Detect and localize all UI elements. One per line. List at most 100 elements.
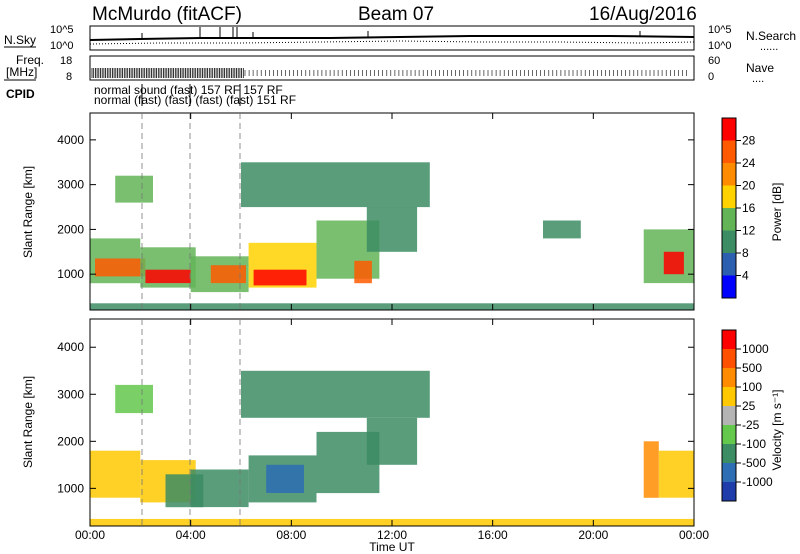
echo-region-9 — [115, 384, 153, 414]
colorbar-swatch — [722, 253, 736, 276]
freq-label: Freq. — [16, 53, 44, 67]
power-colorbar-label: Power [dB] — [770, 183, 784, 242]
echo-region-0 — [90, 450, 141, 498]
colorbar-swatch — [722, 208, 736, 231]
echo-region-12 — [115, 175, 153, 203]
x-axis-label: Time UT — [369, 540, 415, 554]
freq-top-tick: 18 — [60, 55, 72, 67]
echo-region-7 — [253, 269, 307, 286]
colorbar-swatch — [722, 275, 736, 298]
colorbar-tick-label: 500 — [742, 361, 762, 375]
colorbar-tick-label: 100 — [742, 380, 762, 394]
nsearch-top-tick: 10^5 — [708, 24, 732, 36]
echo-region-10 — [366, 207, 418, 252]
colorbar-tick-label: 8 — [742, 246, 749, 260]
colorbar-tick-label: -1000 — [742, 475, 773, 489]
time-axis: 00:00 04:00 08:00 12:00 16:00 20:00 00:00 — [75, 113, 709, 542]
freq-strip-frame — [89, 55, 695, 81]
colorbar-swatch — [722, 330, 736, 349]
y-tick-label: 2000 — [57, 434, 84, 448]
y-tick-label: 3000 — [57, 387, 84, 401]
cpid-label: CPID — [6, 87, 35, 101]
colorbar-swatch — [722, 425, 736, 444]
nave-bottom-tick: 0 — [708, 71, 714, 83]
y-tick-label: 4000 — [57, 340, 84, 354]
nsearch-legend-dots: ...... — [760, 41, 778, 53]
colorbar-tick-label: 25 — [742, 399, 756, 413]
nsky-bottom-tick: 10^0 — [50, 40, 74, 52]
y-tick-label: 4000 — [57, 133, 84, 147]
colorbar-tick-label: 4 — [742, 269, 749, 283]
nsearch-trace — [89, 40, 695, 45]
echo-region-11 — [241, 162, 430, 208]
x-tick-label: 20:00 — [578, 528, 608, 542]
colorbar-tick-label: 20 — [742, 179, 756, 193]
nsky-strip-frame — [89, 25, 695, 51]
colorbar-swatch — [722, 163, 736, 186]
cpid-line-2: normal (fast) (fast) (fast) (fast) 151 R… — [94, 93, 296, 107]
freq-bottom-tick: 8 — [66, 71, 72, 83]
echo-region-1 — [95, 258, 146, 277]
power-colorbar: 28 24 20 16 12 8 4 — [721, 117, 756, 299]
beam-title: Beam 07 — [358, 4, 434, 25]
echo-region-10 — [643, 441, 659, 498]
x-tick-label: 00:00 — [75, 528, 105, 542]
echo-region-13 — [543, 220, 581, 239]
colorbar-tick-label: -100 — [742, 437, 766, 451]
nsky-trace — [89, 35, 695, 41]
station-title: McMurdo (fitACF) — [92, 4, 242, 25]
echo-region-5 — [266, 464, 304, 493]
x-tick-label: 16:00 — [478, 528, 508, 542]
nave-top-tick: 60 — [708, 55, 720, 67]
colorbar-swatch — [722, 140, 736, 163]
echo-region-3 — [145, 269, 191, 284]
date-title: 16/Aug/2016 — [589, 4, 697, 25]
y-tick-label: 2000 — [57, 222, 84, 236]
colorbar-swatch — [722, 368, 736, 387]
echo-region-9 — [354, 260, 372, 284]
y-tick-label: 3000 — [57, 178, 84, 192]
colorbar-swatch — [722, 463, 736, 482]
colorbar-swatch — [722, 185, 736, 208]
nsearch-bottom-tick: 10^0 — [708, 40, 732, 52]
x-tick-label: 12:00 — [377, 528, 407, 542]
echo-region-8 — [241, 370, 430, 418]
freq-unit: [MHz] — [6, 65, 37, 79]
colorbar-swatch — [722, 387, 736, 406]
colorbar-tick-label: 12 — [742, 224, 756, 238]
nave-legend-dots: .... — [752, 73, 764, 85]
mode-change-markers — [141, 113, 241, 526]
echo-region-7 — [366, 417, 418, 465]
colorbar-tick-label: 1000 — [742, 342, 769, 356]
velocity-colorbar: 1000 500 100 25 -25 -100 -500 -1000 — [721, 329, 773, 502]
colorbar-tick-label: 28 — [742, 134, 756, 148]
colorbar-frame — [721, 329, 737, 502]
colorbar-tick-label: -25 — [742, 418, 760, 432]
velocity-y-axis-label: Slant Range [km] — [21, 376, 35, 468]
cpid-line-1: normal sound (fast) 157 RF 157 RF — [94, 83, 283, 97]
colorbar-swatch — [722, 230, 736, 253]
echo-region-5 — [210, 265, 246, 284]
colorbar-swatch — [722, 444, 736, 463]
colorbar-tick-label: 16 — [742, 201, 756, 215]
x-tick-label: 00:00 — [679, 528, 709, 542]
x-tick-label: 04:00 — [176, 528, 206, 542]
velocity-heatmap — [90, 370, 694, 526]
nsky-spikes — [141, 27, 641, 40]
echo-region-15 — [663, 251, 684, 275]
cpid-dividers — [141, 84, 241, 106]
colorbar-swatch — [722, 406, 736, 425]
colorbar-swatch — [722, 118, 736, 141]
colorbar-swatch — [722, 482, 736, 501]
y-tick-label: 1000 — [57, 481, 84, 495]
echo-region-3 — [190, 469, 249, 508]
colorbar-swatch — [722, 349, 736, 368]
nsky-label: N.Sky — [4, 33, 36, 47]
freq-trace — [91, 68, 687, 78]
power-y-axis: 1000 2000 3000 4000 — [57, 133, 694, 281]
echo-region-11 — [658, 450, 694, 498]
x-tick-label: 08:00 — [276, 528, 306, 542]
velocity-y-axis: 1000 2000 3000 4000 — [57, 340, 694, 495]
colorbar-tick-label: -500 — [742, 456, 766, 470]
